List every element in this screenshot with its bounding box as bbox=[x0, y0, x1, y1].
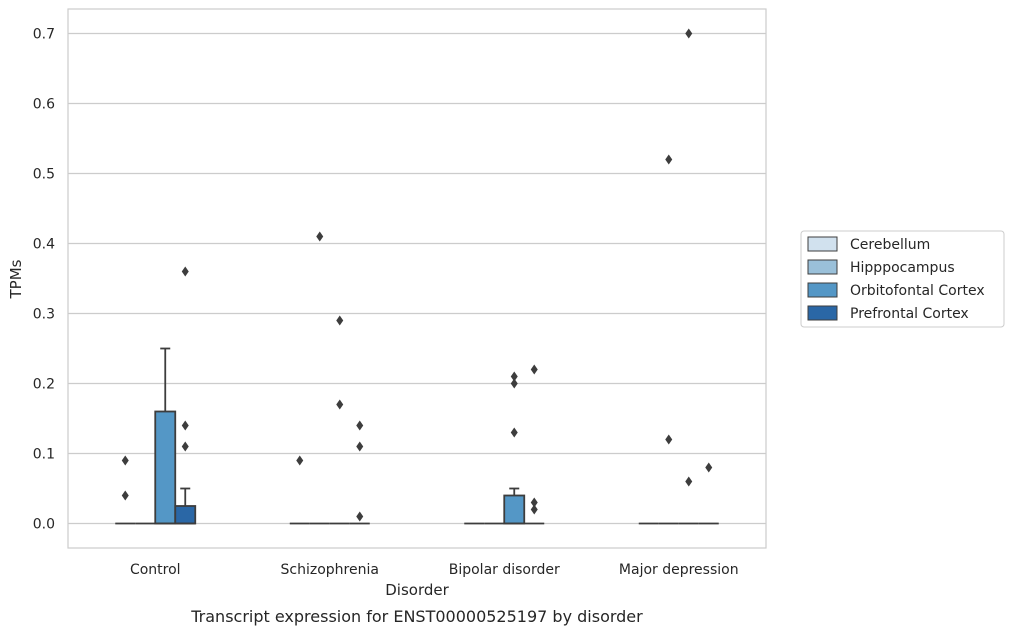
x-tick-label: Major depression bbox=[619, 562, 739, 578]
x-tick-label: Schizophrenia bbox=[281, 562, 379, 578]
outlier-point bbox=[316, 231, 324, 242]
outlier-point bbox=[356, 511, 364, 522]
y-tick-label: 0.6 bbox=[33, 97, 55, 113]
outlier-points bbox=[121, 28, 713, 522]
legend-swatch bbox=[807, 282, 838, 298]
outlier-point bbox=[181, 266, 189, 277]
plot-frame bbox=[67, 8, 767, 549]
outlier-point bbox=[121, 490, 129, 501]
box-series bbox=[115, 347, 719, 525]
outlier-point bbox=[121, 455, 129, 466]
legend-label: Orbitofontal Cortex bbox=[850, 283, 985, 299]
box bbox=[154, 410, 177, 525]
outlier-point bbox=[510, 371, 518, 382]
outlier-point bbox=[705, 462, 713, 473]
y-tick-label: 0.2 bbox=[33, 377, 55, 393]
outlier-point bbox=[510, 427, 518, 438]
outlier-point bbox=[685, 476, 693, 487]
outlier-point bbox=[510, 378, 518, 389]
outlier-point bbox=[336, 315, 344, 326]
outlier-point bbox=[181, 441, 189, 452]
x-tick-label: Control bbox=[130, 562, 181, 578]
y-axis-tick-labels: 0.0 0.1 0.2 0.3 0.4 0.5 0.6 0.7 bbox=[33, 27, 55, 533]
legend: Cerebellum Hipppocampus Orbitofontal Corte… bbox=[800, 230, 1005, 328]
plot-background bbox=[68, 9, 766, 548]
y-tick-label: 0.5 bbox=[33, 167, 55, 183]
y-tick-label: 0.7 bbox=[33, 27, 55, 43]
outlier-point bbox=[356, 420, 364, 431]
y-tick-label: 0.3 bbox=[33, 307, 55, 323]
outlier-point bbox=[665, 154, 673, 165]
outlier-point bbox=[530, 364, 538, 375]
box-group bbox=[503, 487, 526, 525]
outlier-point bbox=[665, 434, 673, 445]
legend-swatch bbox=[807, 305, 838, 321]
legend-swatch bbox=[807, 236, 838, 252]
outlier-point bbox=[530, 497, 538, 508]
x-axis-label: Disorder bbox=[385, 581, 449, 599]
outlier-point bbox=[181, 420, 189, 431]
outlier-point bbox=[336, 399, 344, 410]
box-group bbox=[154, 347, 177, 525]
legend-frame bbox=[800, 230, 1005, 328]
y-tick-label: 0.4 bbox=[33, 237, 55, 253]
legend-swatch bbox=[807, 259, 838, 275]
outlier-point bbox=[685, 28, 693, 39]
legend-label: Cerebellum bbox=[850, 237, 930, 253]
legend-label: Prefrontal Cortex bbox=[850, 306, 969, 322]
chart-caption: Transcript expression for ENST0000052519… bbox=[190, 607, 643, 626]
legend-items: Cerebellum Hipppocampus Orbitofontal Corte… bbox=[807, 236, 985, 322]
x-axis-tick-labels: Control Schizophrenia Bipolar disorder Majo… bbox=[130, 562, 739, 578]
y-axis-label: TPMs bbox=[7, 259, 25, 299]
box bbox=[174, 505, 197, 525]
outlier-point bbox=[530, 504, 538, 515]
box-group bbox=[174, 487, 197, 525]
y-tick-label: 0.1 bbox=[33, 447, 55, 463]
box bbox=[503, 494, 526, 525]
outlier-point bbox=[356, 441, 364, 452]
legend-label: Hipppocampus bbox=[850, 260, 955, 276]
x-tick-label: Bipolar disorder bbox=[449, 562, 560, 578]
y-tick-label: 0.0 bbox=[33, 517, 55, 533]
outlier-point bbox=[296, 455, 304, 466]
